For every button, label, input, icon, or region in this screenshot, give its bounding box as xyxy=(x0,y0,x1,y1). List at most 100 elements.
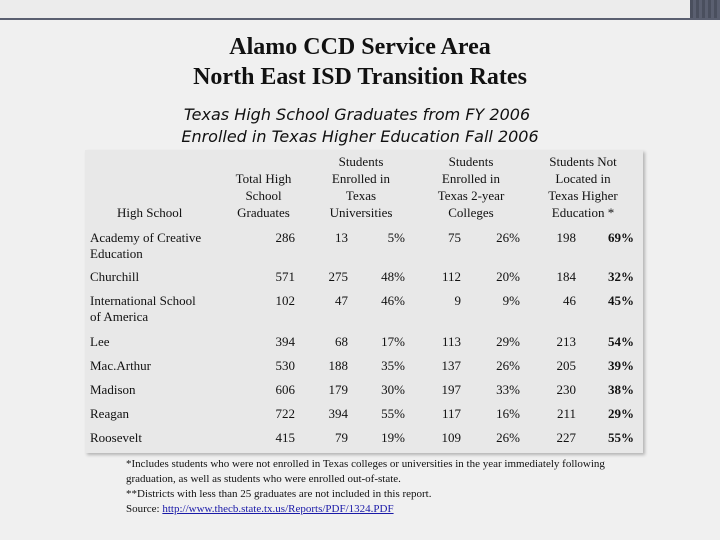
cell-univ-count: 47 xyxy=(335,293,348,308)
row-name-line2: Education xyxy=(90,246,143,261)
footnote-line3: **Districts with less than 25 graduates … xyxy=(126,488,432,500)
header-not-located-l1: Students Not xyxy=(549,154,617,169)
table-row: Academy of Creative Education 286 13 5% … xyxy=(85,229,643,263)
cell-univ-pct: 48% xyxy=(381,269,405,284)
cell-univ-pct: 35% xyxy=(381,358,405,373)
row-name: Roosevelt xyxy=(90,430,142,445)
cell-univ-count: 275 xyxy=(328,269,349,284)
cell-total: 102 xyxy=(275,293,296,308)
table-row: Churchill 571 275 48% 112 20% 184 32% xyxy=(85,269,643,289)
header-high-school: High School xyxy=(117,205,183,220)
header-not-located-l3: Texas Higher xyxy=(548,188,618,203)
cell-total: 415 xyxy=(275,430,296,445)
cell-not-pct: 54% xyxy=(608,334,634,349)
cell-not-pct: 55% xyxy=(608,430,634,445)
cell-total: 286 xyxy=(275,230,296,245)
cell-univ-count: 13 xyxy=(335,230,348,245)
slide-top-bar xyxy=(0,0,720,20)
cell-college-pct: 33% xyxy=(496,382,520,397)
cell-univ-count: 79 xyxy=(335,430,348,445)
cell-not-pct: 69% xyxy=(608,230,634,245)
header-two-year-l4: Colleges xyxy=(448,205,494,220)
header-two-year-l1: Students xyxy=(448,154,494,169)
row-name: Madison xyxy=(90,382,136,397)
cell-college-count: 9 xyxy=(454,293,462,308)
header-not-located: Students Not Located in Texas Higher Edu… xyxy=(531,153,635,221)
header-total-graduates-l2: School xyxy=(245,188,282,203)
cell-college-count: 117 xyxy=(441,406,461,421)
cell-college-pct: 9% xyxy=(502,293,520,308)
row-name: Mac.Arthur xyxy=(90,358,152,373)
cell-college-count: 197 xyxy=(441,382,462,397)
cell-total: 394 xyxy=(275,334,296,349)
header-two-year-l3: Texas 2-year xyxy=(437,188,505,203)
cell-college-count: 113 xyxy=(441,334,461,349)
cell-total: 722 xyxy=(275,406,296,421)
top-bar-accent xyxy=(690,0,720,18)
header-universities-l2: Enrolled in xyxy=(331,171,391,186)
header-total-graduates-l1: Total High xyxy=(235,171,292,186)
row-name-line1: Academy of Creative xyxy=(90,230,202,245)
footnotes: *Includes students who were not enrolled… xyxy=(126,457,666,517)
table-row: Lee 394 68 17% 113 29% 213 54% xyxy=(85,334,643,354)
header-total-graduates: Total High School Graduates xyxy=(221,170,306,221)
header-total-graduates-l3: Graduates xyxy=(237,205,290,220)
header-universities-l4: Universities xyxy=(329,205,393,220)
header-universities: Students Enrolled in Texas Universities xyxy=(313,153,409,221)
cell-not-count: 46 xyxy=(563,293,576,308)
cell-not-pct: 32% xyxy=(608,269,634,284)
header-not-located-l4: Education * xyxy=(551,205,615,220)
header-universities-l3: Texas xyxy=(345,188,377,203)
cell-college-pct: 26% xyxy=(496,358,520,373)
cell-univ-count: 179 xyxy=(328,382,349,397)
cell-not-pct: 29% xyxy=(608,406,634,421)
slide-subtitle-line1: Texas High School Graduates from FY 2006 xyxy=(183,105,531,124)
cell-total: 606 xyxy=(275,382,296,397)
footnote-line2: graduation, as well as students who were… xyxy=(126,473,401,485)
top-bar-divider xyxy=(0,18,720,20)
row-name: Lee xyxy=(90,334,110,349)
row-name-line2: of America xyxy=(90,309,149,324)
cell-univ-count: 394 xyxy=(328,406,349,421)
cell-college-pct: 26% xyxy=(496,230,520,245)
row-name: Academy of Creative Education xyxy=(90,230,220,262)
cell-total: 530 xyxy=(275,358,296,373)
cell-univ-pct: 17% xyxy=(381,334,405,349)
cell-college-pct: 20% xyxy=(496,269,520,284)
slide-title-line2: North East ISD Transition Rates xyxy=(193,64,527,90)
top-bar-strip xyxy=(0,0,690,18)
source-line: Source: http://www.thecb.state.tx.us/Rep… xyxy=(126,502,666,517)
cell-not-pct: 45% xyxy=(608,293,634,308)
cell-univ-count: 188 xyxy=(328,358,349,373)
table-row: Madison 606 179 30% 197 33% 230 38% xyxy=(85,382,643,402)
row-name: Reagan xyxy=(90,406,129,421)
cell-not-count: 213 xyxy=(556,334,577,349)
cell-college-count: 109 xyxy=(441,430,462,445)
row-name-line1: International School xyxy=(90,293,196,308)
cell-univ-pct: 19% xyxy=(381,430,405,445)
slide-title-line1: Alamo CCD Service Area xyxy=(229,34,491,60)
header-universities-l1: Students xyxy=(338,154,384,169)
source-link[interactable]: http://www.thecb.state.tx.us/Reports/PDF… xyxy=(162,503,394,515)
transition-rates-table: High School Total High School Graduates … xyxy=(85,150,643,453)
cell-college-pct: 16% xyxy=(496,406,520,421)
source-label: Source: xyxy=(126,503,163,515)
footnote-line1: *Includes students who were not enrolled… xyxy=(126,458,605,470)
cell-college-pct: 29% xyxy=(496,334,520,349)
cell-univ-pct: 46% xyxy=(381,293,405,308)
cell-not-count: 211 xyxy=(556,406,576,421)
cell-not-count: 230 xyxy=(556,382,577,397)
header-two-year-l2: Enrolled in xyxy=(441,171,501,186)
cell-not-count: 184 xyxy=(556,269,577,284)
table-row: International School of America 102 47 4… xyxy=(85,293,643,327)
table-row: Mac.Arthur 530 188 35% 137 26% 205 39% xyxy=(85,358,643,378)
slide-subtitle-line2: Enrolled in Texas Higher Education Fall … xyxy=(181,127,539,146)
table-row: Reagan 722 394 55% 117 16% 211 29% xyxy=(85,406,643,426)
cell-college-count: 75 xyxy=(448,230,461,245)
cell-not-count: 198 xyxy=(556,230,577,245)
cell-college-count: 112 xyxy=(441,269,461,284)
row-name: Churchill xyxy=(90,269,140,284)
cell-univ-count: 68 xyxy=(335,334,348,349)
row-name: International School of America xyxy=(90,293,220,325)
cell-total: 571 xyxy=(275,269,296,284)
